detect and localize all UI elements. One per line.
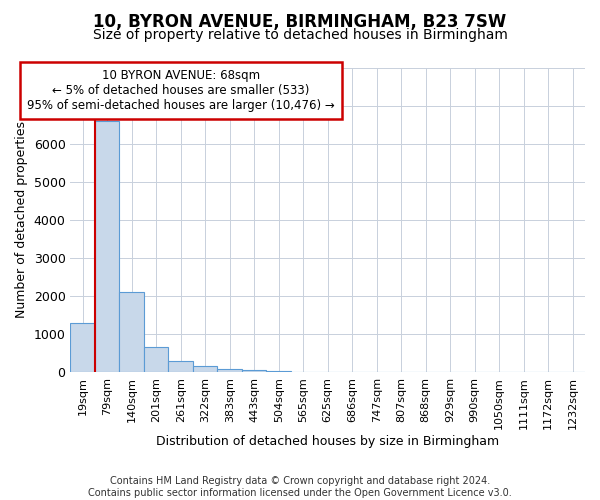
Text: Contains HM Land Registry data © Crown copyright and database right 2024.
Contai: Contains HM Land Registry data © Crown c… <box>88 476 512 498</box>
Y-axis label: Number of detached properties: Number of detached properties <box>15 122 28 318</box>
Bar <box>242 370 266 372</box>
Bar <box>217 369 242 372</box>
Bar <box>266 371 291 372</box>
Text: 10 BYRON AVENUE: 68sqm
← 5% of detached houses are smaller (533)
95% of semi-det: 10 BYRON AVENUE: 68sqm ← 5% of detached … <box>27 69 335 112</box>
Bar <box>70 322 95 372</box>
Text: Size of property relative to detached houses in Birmingham: Size of property relative to detached ho… <box>92 28 508 42</box>
X-axis label: Distribution of detached houses by size in Birmingham: Distribution of detached houses by size … <box>156 434 499 448</box>
Bar <box>119 292 144 372</box>
Bar <box>95 121 119 372</box>
Bar <box>193 366 217 372</box>
Text: 10, BYRON AVENUE, BIRMINGHAM, B23 7SW: 10, BYRON AVENUE, BIRMINGHAM, B23 7SW <box>94 12 506 30</box>
Bar <box>144 348 169 372</box>
Bar <box>169 360 193 372</box>
